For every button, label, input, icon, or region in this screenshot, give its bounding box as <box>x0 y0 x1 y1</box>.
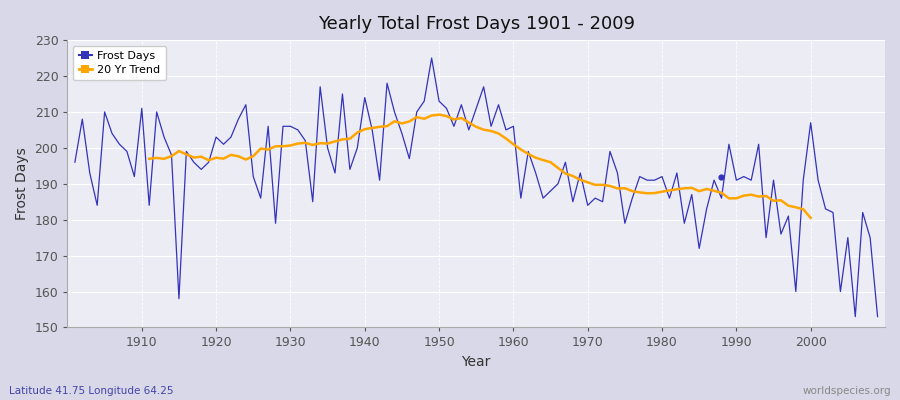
Title: Yearly Total Frost Days 1901 - 2009: Yearly Total Frost Days 1901 - 2009 <box>318 15 634 33</box>
Text: Latitude 41.75 Longitude 64.25: Latitude 41.75 Longitude 64.25 <box>9 386 174 396</box>
Y-axis label: Frost Days: Frost Days <box>15 147 29 220</box>
Legend: Frost Days, 20 Yr Trend: Frost Days, 20 Yr Trend <box>73 46 166 80</box>
X-axis label: Year: Year <box>462 355 490 369</box>
Text: worldspecies.org: worldspecies.org <box>803 386 891 396</box>
